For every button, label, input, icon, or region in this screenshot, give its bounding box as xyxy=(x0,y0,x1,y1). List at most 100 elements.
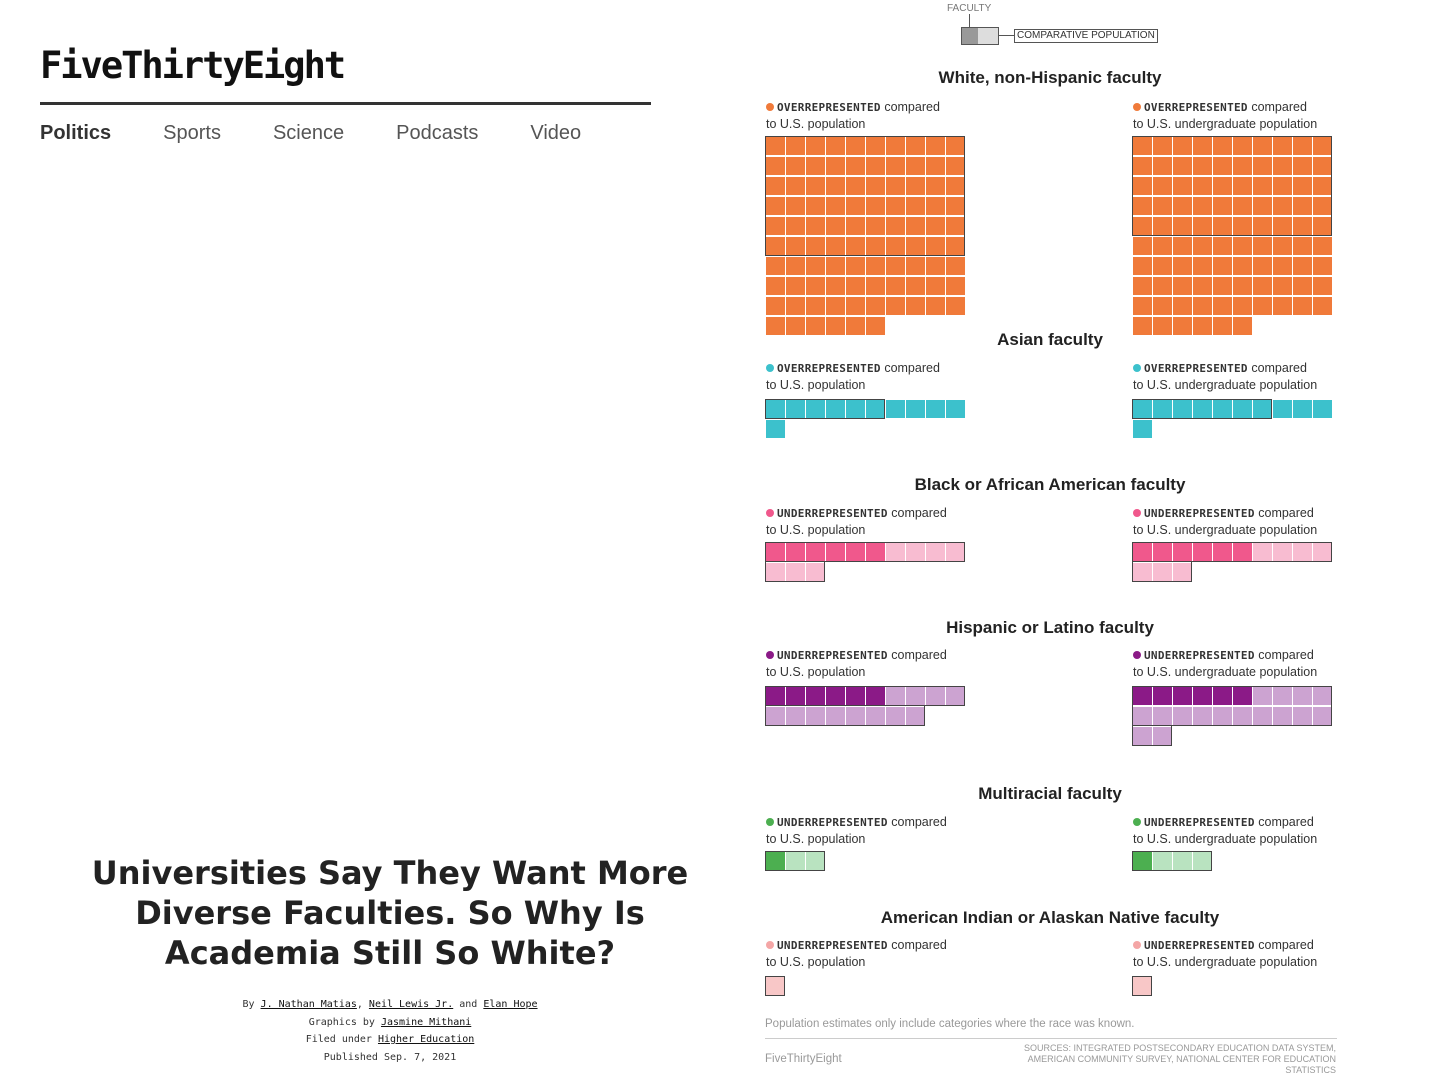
waffle-cell xyxy=(766,177,785,195)
status-text: compared xyxy=(1254,938,1314,952)
waffle-cell xyxy=(906,277,925,295)
waffle-cell xyxy=(1273,217,1292,235)
waffle-cell xyxy=(1313,277,1332,295)
status-line2: to U.S. population xyxy=(766,378,866,392)
waffle-cell xyxy=(926,197,945,215)
author-link[interactable]: Neil Lewis Jr. xyxy=(368,999,454,1010)
waffle-cell xyxy=(1193,137,1212,155)
waffle-cell xyxy=(766,852,785,870)
waffle-cell xyxy=(846,543,865,561)
waffle-cell xyxy=(1313,297,1332,315)
waffle-cell xyxy=(1253,297,1272,315)
waffle-cell xyxy=(1293,297,1312,315)
waffle-cell xyxy=(806,543,825,561)
waffle-cell xyxy=(1313,687,1332,705)
footer-sources: Sources: Integrated Postsecondary Educat… xyxy=(1023,1043,1336,1075)
waffle-cell xyxy=(826,707,845,725)
waffle-cell xyxy=(766,297,785,315)
waffle-cell xyxy=(806,400,825,418)
status-dot-icon xyxy=(766,364,774,372)
waffle-cell xyxy=(886,297,905,315)
waffle-cell xyxy=(1293,137,1312,155)
waffle-cell xyxy=(1153,297,1172,315)
status-caption: UNDERREPRESENTED xyxy=(1144,939,1255,952)
waffle-cell xyxy=(906,543,925,561)
status-text: compared xyxy=(887,648,947,662)
waffle-cell xyxy=(1153,237,1172,255)
waffle-cell xyxy=(1253,217,1272,235)
waffle-cell xyxy=(1233,297,1252,315)
nav-item-video[interactable]: Video xyxy=(530,122,582,144)
status-dot-icon xyxy=(1133,509,1141,517)
waffle-cell xyxy=(946,197,965,215)
waffle-cell xyxy=(1253,400,1272,418)
waffle-cell xyxy=(886,707,905,725)
comparison-label: OVERREPRESENTED compared to U.S. populati… xyxy=(766,99,940,132)
waffle-cell xyxy=(1173,197,1192,215)
waffle-cell xyxy=(1273,137,1292,155)
waffle-cell xyxy=(886,277,905,295)
waffle-cell xyxy=(886,197,905,215)
waffle-cell xyxy=(946,137,965,155)
waffle-cell xyxy=(1233,237,1252,255)
waffle-cell xyxy=(1293,177,1312,195)
waffle-cell xyxy=(1233,707,1252,725)
nav-item-science[interactable]: Science xyxy=(272,122,345,144)
waffle-cell xyxy=(786,707,805,725)
waffle-cell xyxy=(886,157,905,175)
status-caption: OVERREPRESENTED xyxy=(1144,362,1248,375)
comparison-outline xyxy=(765,686,965,706)
waffle-cell xyxy=(906,687,925,705)
status-line2: to U.S. undergraduate population xyxy=(1133,832,1318,846)
waffle-cell xyxy=(806,563,825,581)
legend-connector xyxy=(998,35,1014,36)
author-link[interactable]: J. Nathan Matias xyxy=(260,999,357,1010)
site-logo[interactable]: FiveThirtyEight xyxy=(40,44,346,87)
waffle-cell xyxy=(826,277,845,295)
comparison-label: UNDERREPRESENTED compared to U.S. undergr… xyxy=(1133,647,1317,680)
status-dot-icon xyxy=(1133,364,1141,372)
waffle-cell xyxy=(1193,217,1212,235)
waffle-cell xyxy=(1153,177,1172,195)
graphics-author-link[interactable]: Jasmine Mithani xyxy=(380,1016,472,1028)
waffle-cell xyxy=(1173,237,1192,255)
status-line2: to U.S. undergraduate population xyxy=(1133,117,1318,131)
waffle-cell xyxy=(786,177,805,195)
waffle-cell xyxy=(846,400,865,418)
comparison-label: UNDERREPRESENTED compared to U.S. undergr… xyxy=(1133,814,1317,847)
waffle-cell xyxy=(1253,257,1272,275)
status-caption: UNDERREPRESENTED xyxy=(1144,649,1255,662)
nav-item-podcasts[interactable]: Podcasts xyxy=(396,122,479,144)
waffle-cell xyxy=(1153,543,1172,561)
waffle-cell xyxy=(766,543,785,561)
waffle-cell xyxy=(906,257,925,275)
waffle-cell xyxy=(886,217,905,235)
status-line2: to U.S. population xyxy=(766,832,866,846)
category-link[interactable]: Higher Education xyxy=(377,1034,475,1045)
waffle-cell xyxy=(846,297,865,315)
waffle-cell xyxy=(926,400,945,418)
waffle-cell xyxy=(1273,687,1292,705)
waffle-cell xyxy=(906,400,925,418)
waffle-cell xyxy=(906,157,925,175)
waffle-cell xyxy=(866,297,885,315)
waffle-cell xyxy=(786,257,805,275)
waffle-cell xyxy=(1273,197,1292,215)
waffle-cell xyxy=(1133,400,1152,418)
waffle-cell xyxy=(1193,177,1212,195)
waffle-cell xyxy=(786,137,805,155)
waffle-cell xyxy=(886,237,905,255)
waffle-cell xyxy=(866,137,885,155)
waffle-cell xyxy=(1133,317,1152,335)
comparison-outline xyxy=(765,136,965,256)
waffle-cell xyxy=(766,277,785,295)
author-link[interactable]: Elan Hope xyxy=(483,999,538,1010)
comparison-outline xyxy=(1132,686,1332,726)
waffle-cell xyxy=(786,687,805,705)
waffle-cell xyxy=(846,177,865,195)
waffle-cell xyxy=(926,687,945,705)
nav-item-politics[interactable]: Politics xyxy=(40,122,112,144)
nav-item-sports[interactable]: Sports xyxy=(163,122,221,144)
status-text: compared xyxy=(887,815,947,829)
waffle-cell xyxy=(806,277,825,295)
